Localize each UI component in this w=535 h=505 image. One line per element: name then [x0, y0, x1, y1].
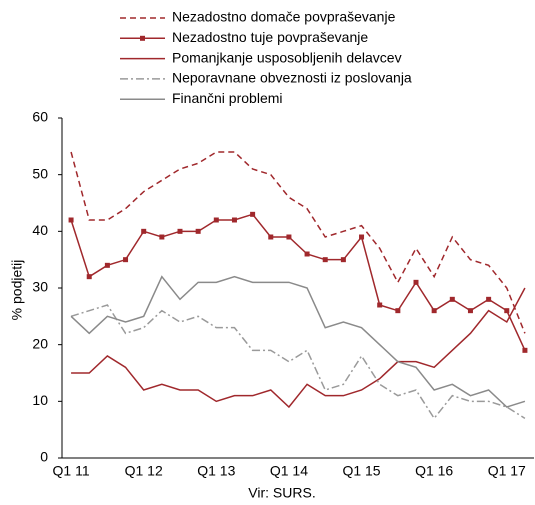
point-marker [231, 217, 237, 223]
x-tick-label: Q1 14 [270, 463, 308, 479]
legend-label: Nezadostno domače povpraševanje [172, 9, 396, 25]
series-line [70, 151, 526, 334]
point-marker [377, 302, 383, 308]
x-tick-label: Q1 12 [125, 463, 163, 479]
series-line [70, 213, 526, 351]
point-marker [449, 296, 455, 302]
x-tick-label: Q1 11 [53, 463, 90, 479]
point-marker [68, 217, 74, 223]
point-marker [141, 228, 147, 234]
point-marker [286, 234, 292, 240]
point-marker [431, 308, 437, 314]
point-marker [213, 217, 219, 223]
point-marker [395, 308, 401, 314]
legend-label: Nezadostno tuje povpraševanje [172, 29, 368, 45]
point-marker [467, 308, 473, 314]
legend-label: Neporavnane obveznosti iz poslovanja [172, 70, 412, 86]
point-marker [86, 274, 92, 280]
y-tick-label: 50 [32, 165, 48, 181]
x-tick-label: Q1 13 [197, 463, 235, 479]
point-marker [123, 257, 129, 263]
point-marker [104, 262, 110, 268]
legend-label: Pomanjkanje usposobljenih delavcev [172, 49, 402, 65]
x-tick-label: Q1 17 [488, 463, 526, 479]
point-marker [195, 228, 201, 234]
point-marker [304, 251, 310, 257]
point-marker [340, 257, 346, 263]
point-marker [322, 257, 328, 263]
point-marker [177, 228, 183, 234]
y-tick-label: 20 [32, 335, 48, 351]
source-note: Vir: SURS. [248, 485, 315, 501]
point-marker [159, 234, 165, 240]
point-marker [413, 279, 419, 285]
legend-label: Finančni problemi [172, 90, 283, 106]
series-line [70, 304, 526, 420]
legend-marker [140, 35, 145, 41]
y-axis-label: % podjetij [9, 260, 25, 321]
y-tick-label: 40 [32, 222, 48, 238]
point-marker [359, 234, 365, 240]
point-marker [268, 234, 274, 240]
y-tick-label: 30 [32, 279, 48, 295]
x-tick-label: Q1 15 [342, 463, 380, 479]
y-tick-label: 60 [32, 109, 48, 125]
y-tick-label: 10 [32, 392, 48, 408]
point-marker [504, 308, 510, 314]
series-line [71, 287, 526, 409]
point-marker [486, 296, 492, 302]
y-tick-label: 0 [40, 449, 48, 465]
x-tick-label: Q1 16 [415, 463, 453, 479]
series-line [70, 275, 526, 408]
point-marker [250, 211, 256, 217]
point-marker [522, 347, 528, 353]
